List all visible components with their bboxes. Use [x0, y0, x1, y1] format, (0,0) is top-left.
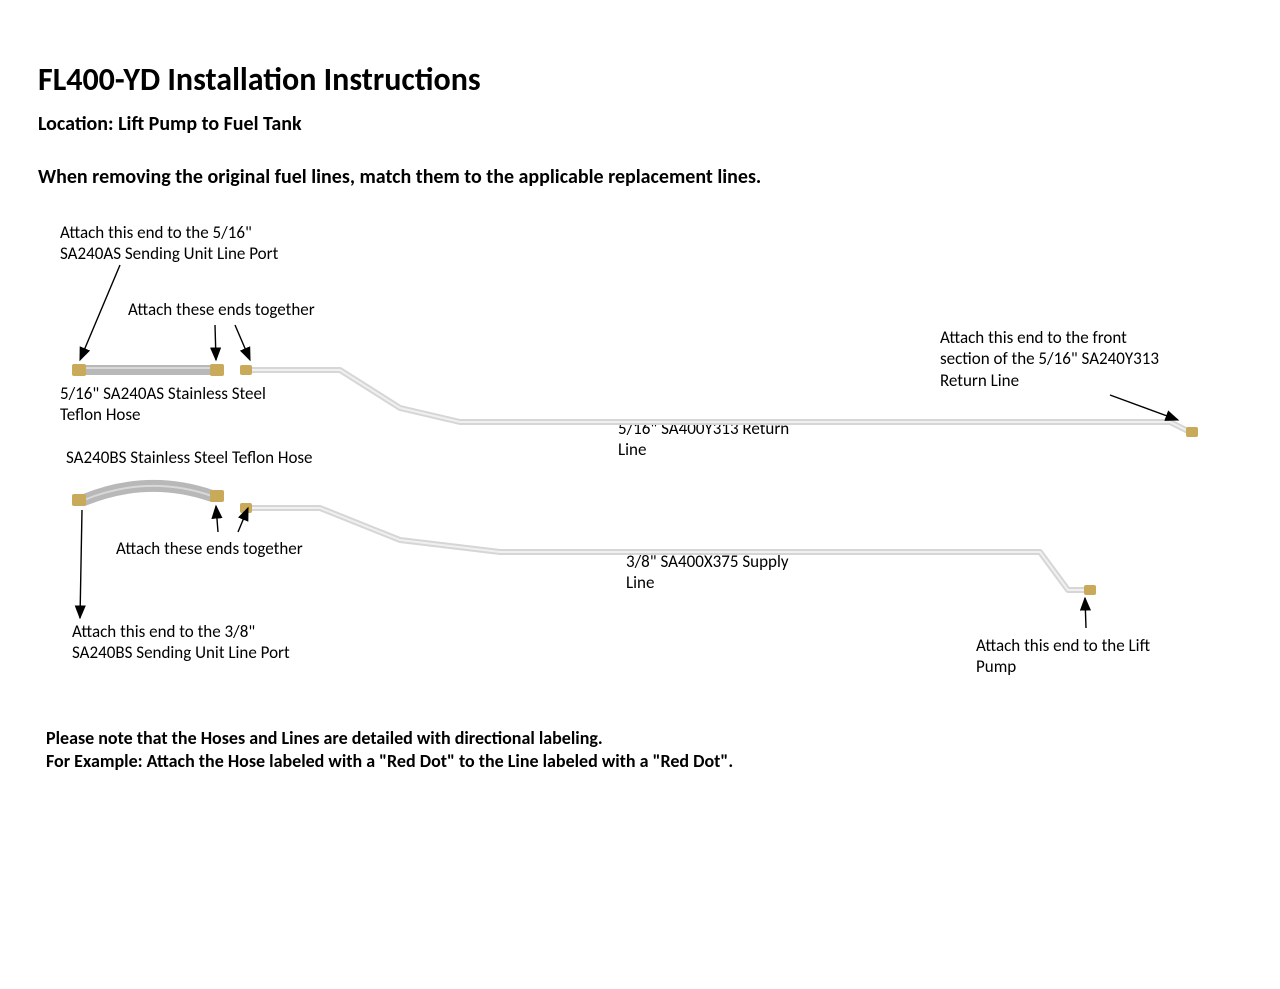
footnote-text: Please note that the Hoses and Lines are… — [46, 727, 733, 772]
label-return-line-name: 5/16" SA400Y313 Return Line — [618, 418, 789, 461]
label-supply-line-name: 3/8" SA400X375 Supply Line — [626, 551, 789, 594]
label-bottom-ends-together: Attach these ends together — [116, 538, 303, 559]
location-subtitle: Location: Lift Pump to Fuel Tank — [38, 112, 302, 136]
label-bottom-hose-name: SA240BS Stainless Steel Teflon Hose — [66, 447, 313, 468]
label-bottom-left-attach: Attach this end to the 3/8" SA240BS Send… — [72, 621, 290, 664]
page-root: FL400-YD Installation Instructions Locat… — [0, 0, 1280, 989]
diagram-svg — [0, 0, 1280, 989]
main-instruction: When removing the original fuel lines, m… — [38, 165, 761, 189]
label-top-left-attach: Attach this end to the 5/16" SA240AS Sen… — [60, 222, 278, 265]
label-top-hose-name: 5/16" SA240AS Stainless Steel Teflon Hos… — [60, 383, 266, 426]
label-top-ends-together: Attach these ends together — [128, 299, 315, 320]
page-title: FL400-YD Installation Instructions — [38, 60, 481, 99]
label-bottom-right-attach: Attach this end to the Lift Pump — [976, 635, 1150, 678]
label-top-right-attach: Attach this end to the front section of … — [940, 327, 1159, 391]
